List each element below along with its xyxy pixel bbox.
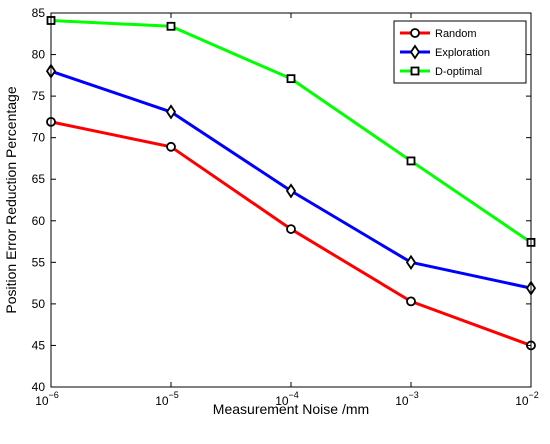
x-tick-exponent: −3 — [409, 390, 419, 400]
series-markers — [45, 16, 537, 351]
y-tick-label: 55 — [32, 255, 46, 269]
data-point-d-optimal — [406, 156, 416, 166]
x-tick-label: 10−6 — [35, 390, 59, 408]
data-point-random — [286, 224, 296, 234]
x-tick-base: 10 — [515, 394, 529, 408]
x-tick-base: 10 — [275, 394, 289, 408]
legend-marker — [409, 44, 421, 60]
y-tick-label: 85 — [32, 6, 46, 20]
x-tick-base: 10 — [395, 394, 409, 408]
y-tick-label: 80 — [32, 48, 46, 62]
y-tick-label: 50 — [32, 297, 46, 311]
x-tick-label: 10−3 — [395, 390, 419, 408]
y-tick-label: 45 — [32, 338, 46, 352]
x-tick-exponent: −4 — [289, 390, 299, 400]
x-tick-label: 10−4 — [275, 390, 299, 408]
x-tick-label: 10−5 — [155, 390, 179, 408]
y-tick-label: 75 — [32, 89, 46, 103]
x-axis: 10−6 10−5 10−4 10−3 10−2 — [35, 13, 539, 408]
data-point-d-optimal — [166, 21, 176, 31]
y-tick-label: 65 — [32, 172, 46, 186]
x-tick-label: 10−2 — [515, 390, 539, 408]
x-tick-base: 10 — [35, 394, 49, 408]
legend-label: Random — [435, 28, 477, 40]
y-axis: 40 45 50 55 60 65 70 75 80 85 — [32, 6, 531, 394]
legend: Random Exploration D-optimal — [393, 20, 527, 84]
data-point-d-optimal — [286, 74, 296, 84]
y-tick-label: 60 — [32, 214, 46, 228]
legend-marker — [410, 66, 420, 76]
data-point-random — [166, 141, 176, 152]
x-axis-label: Measurement Noise /mm — [213, 401, 369, 417]
data-point-exploration — [405, 254, 417, 270]
legend-marker — [410, 28, 420, 38]
x-tick-exponent: −6 — [49, 390, 59, 400]
y-tick-label: 40 — [32, 380, 46, 394]
data-point-random — [406, 296, 416, 307]
data-point-exploration — [165, 104, 177, 120]
legend-label: D-optimal — [435, 66, 482, 78]
y-axis-label: Position Error Reduction Percentage — [3, 86, 19, 313]
x-tick-exponent: −2 — [529, 390, 539, 400]
data-point-exploration — [285, 183, 297, 199]
y-tick-label: 70 — [32, 131, 46, 145]
x-tick-exponent: −5 — [169, 390, 179, 400]
x-tick-base: 10 — [155, 394, 169, 408]
legend-label: Exploration — [435, 47, 490, 59]
